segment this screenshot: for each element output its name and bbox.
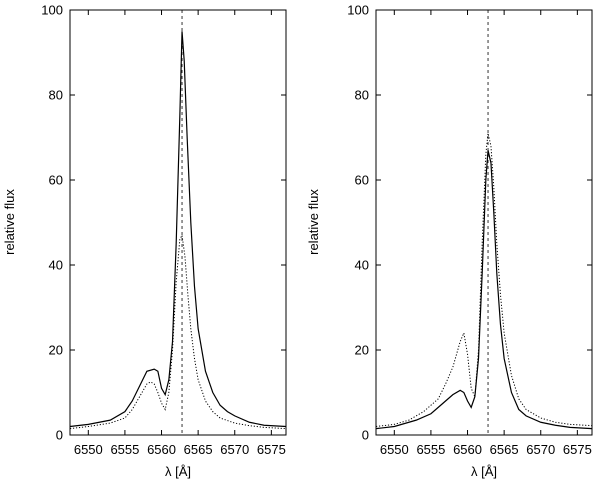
x-tick-label: 6555 [110,442,139,457]
x-tick-label: 6550 [380,442,409,457]
y-tick-label: 0 [56,428,63,443]
x-tick-label: 6570 [526,442,555,457]
y-tick-label: 60 [49,173,63,188]
y-tick-label: 80 [355,88,369,103]
x-tick-label: 6565 [490,442,519,457]
series-group-right [375,133,593,430]
tick-labels-left: 6550 6555 6560 6565 6570 6575 0 20 40 60 80 100 [41,3,286,458]
series-line-dotted [375,133,593,427]
x-tick-label: 6570 [220,442,249,457]
y-tick-label: 60 [355,173,369,188]
y-tick-label: 40 [49,258,63,273]
plot-frame-right [375,9,593,436]
y-tick-label: 20 [49,343,63,358]
series-group-left [69,31,287,430]
y-tick-label: 40 [355,258,369,273]
x-tick-label: 6560 [147,442,176,457]
y-axis-label-right: relative flux [306,189,321,255]
x-tick-label: 6555 [416,442,445,457]
series-line-solid [375,150,593,430]
panel-right: 6550 6555 6560 6565 6570 6575 0 20 40 60 80 100 λ [… [306,3,593,479]
y-axis-label-left: relative flux [2,189,17,255]
x-tick-label: 6550 [74,442,103,457]
x-axis-label-right: λ [Å] [471,464,497,479]
x-tick-label: 6565 [184,442,213,457]
y-tick-label: 0 [362,428,369,443]
series-line-solid [69,31,287,428]
y-tick-label: 80 [49,88,63,103]
x-tick-label: 6560 [453,442,482,457]
x-tick-label: 6575 [257,442,286,457]
y-tick-label: 100 [41,3,63,18]
tick-labels-right: 6550 6555 6560 6565 6570 6575 0 20 40 60 80 100 [347,3,592,458]
x-axis-label-left: λ [Å] [165,464,191,479]
y-tick-label: 20 [355,343,369,358]
ticks-left [70,9,286,436]
y-tick-label: 100 [347,3,369,18]
series-line-dotted [69,233,287,430]
panel-left: 6550 6555 6560 6565 6570 6575 0 20 40 60 80 100 λ [… [2,3,287,479]
ticks-right [376,9,592,436]
x-tick-label: 6575 [563,442,592,457]
plot-frame-left [69,9,287,436]
